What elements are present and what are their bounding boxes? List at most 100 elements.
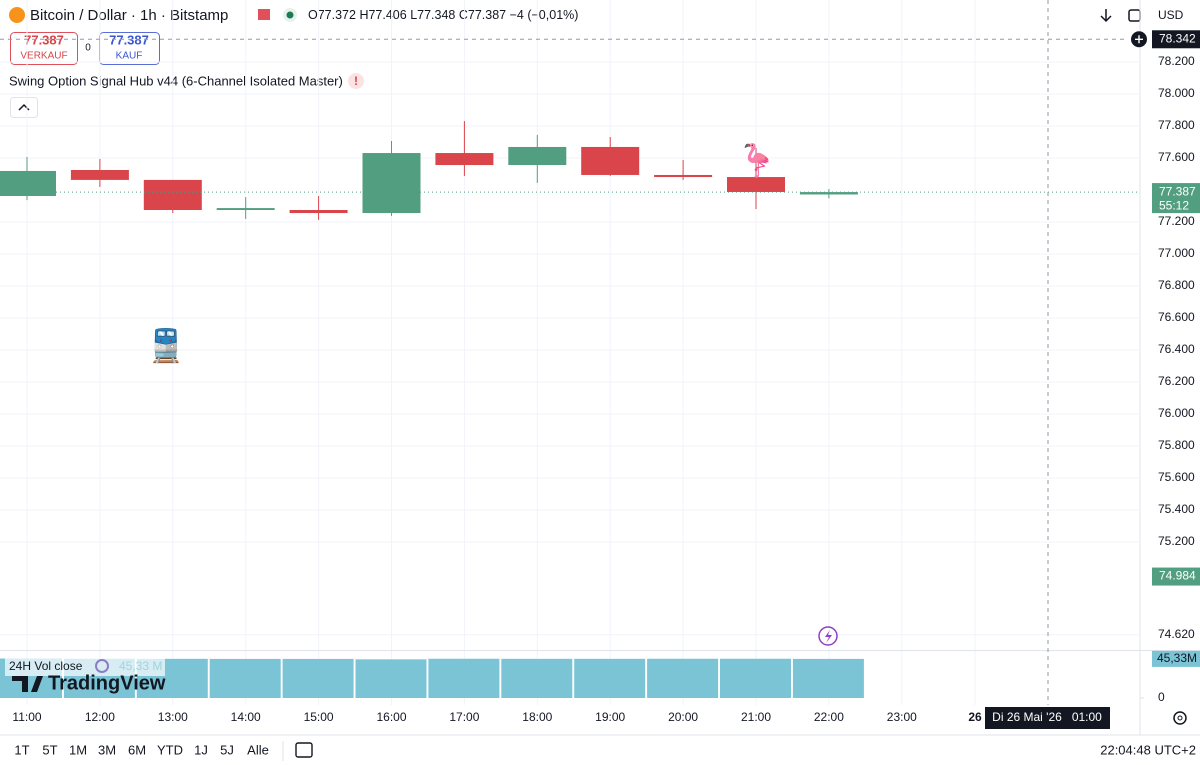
- ohlc-l: L77.348: [410, 8, 455, 22]
- vol-title: 24H Vol close: [9, 659, 83, 673]
- ohlc: O77.372 H77.406 L77.348 C77.387 −4 (−0,0…: [308, 8, 578, 22]
- symbol-title: Bitcoin / Dollar · 1h · Bitstamp: [30, 7, 228, 24]
- clock: 22:04:48 UTC+2: [1100, 742, 1196, 757]
- bolt: [825, 630, 832, 643]
- event-icon[interactable]: [818, 626, 838, 646]
- range-button[interactable]: Alle: [247, 742, 269, 757]
- calendar-icon[interactable]: [295, 742, 313, 758]
- price-marker-label: 74.984: [1159, 569, 1196, 583]
- vol-marker: [1152, 650, 1200, 667]
- candle-body: [799, 192, 858, 195]
- settings-core: [1177, 715, 1183, 721]
- x-tick-label: 11:00: [12, 710, 41, 724]
- y-tick-label: 77.000: [1158, 246, 1195, 260]
- volume-bar: [282, 658, 354, 698]
- plus: [1135, 35, 1143, 44]
- x-tick-label: 20:00: [668, 710, 698, 724]
- volume-bar: [574, 658, 646, 698]
- ohlc-change: −4 (−0,01%): [510, 8, 579, 22]
- candle-body: [143, 179, 202, 210]
- price-marker: [1152, 30, 1200, 49]
- ohlc-c: C77.387: [459, 8, 506, 22]
- annotation: 🚆: [146, 327, 186, 363]
- download-icon[interactable]: [1100, 9, 1112, 23]
- volume-bar: [501, 658, 573, 698]
- candle-body: [362, 153, 421, 214]
- x-tick-label: 12:00: [85, 710, 115, 724]
- ohlc-o: O77.372: [308, 8, 356, 22]
- range-button[interactable]: 5T: [42, 742, 57, 757]
- volume-bar: [428, 658, 500, 698]
- status-dot: [286, 11, 294, 19]
- y-tick-label: 75.800: [1158, 438, 1195, 452]
- volume-bar: [209, 658, 281, 698]
- range-button[interactable]: 1T: [14, 742, 29, 757]
- y-tick-label: 76.600: [1158, 310, 1195, 324]
- badge[interactable]: [348, 73, 364, 89]
- y-tick-label: 75.200: [1158, 534, 1195, 548]
- range-button[interactable]: 6M: [128, 742, 146, 757]
- range-button[interactable]: 5J: [220, 742, 234, 757]
- y-tick-label: 75.600: [1158, 470, 1195, 484]
- x-tick-label: 17:00: [449, 710, 479, 724]
- x-tick-label: 16:00: [376, 710, 406, 724]
- vol-legend-value: 45,33 M: [119, 659, 162, 673]
- currency[interactable]: USD: [1158, 8, 1184, 22]
- candle-body: [289, 210, 348, 214]
- ohlc-h: H77.406: [359, 8, 406, 22]
- sell-label: VERKAUF: [20, 51, 67, 62]
- price-marker-label: 77.387: [1159, 184, 1196, 198]
- range-button[interactable]: YTD: [157, 742, 183, 757]
- buy-label: KAUF: [116, 51, 143, 62]
- crosshair-x-bg: [985, 707, 1110, 729]
- range-button[interactable]: 1M: [69, 742, 87, 757]
- y-tick-label: 75.400: [1158, 502, 1195, 516]
- candle-body: [727, 177, 785, 192]
- volume-bar: [355, 659, 427, 698]
- badge-text: !: [354, 74, 358, 88]
- candle-body: [508, 146, 567, 166]
- sell-price: 77.387: [24, 32, 64, 47]
- y-tick-label: 74.620: [1158, 627, 1195, 641]
- candle-body: [581, 146, 640, 175]
- flag[interactable]: [258, 9, 270, 20]
- countdown: 55:12: [1159, 198, 1189, 212]
- y-tick-label: 76.000: [1158, 406, 1195, 420]
- x-tick-label: 13:00: [158, 710, 188, 724]
- y-tick-label: 76.400: [1158, 342, 1195, 356]
- vol-marker-label: 45,33M: [1157, 651, 1197, 665]
- settings-icon[interactable]: [1173, 711, 1187, 725]
- x-tick-label: 18:00: [522, 710, 552, 724]
- spread: 0: [85, 43, 91, 54]
- y-tick-label: 77.200: [1158, 214, 1195, 228]
- candle-body: [70, 170, 129, 180]
- volume-bar: [647, 658, 719, 698]
- x-tick-label: 23:00: [887, 710, 917, 724]
- crosshair-x-label: Di 26 Mai '26 01:00: [992, 710, 1102, 724]
- indicator-name: Swing Option Signal Hub v44 (6-Channel I…: [9, 73, 343, 88]
- price-marker: [1152, 567, 1200, 586]
- x-tick-label: 21:00: [741, 710, 771, 724]
- y-tick-label: 78.000: [1158, 86, 1195, 100]
- vol-tick-label: 0: [1158, 690, 1165, 704]
- collapse-button[interactable]: [10, 97, 38, 118]
- volume-bar: [792, 658, 864, 698]
- candle-body: [216, 208, 275, 210]
- x-tick-label: 14:00: [231, 710, 261, 724]
- tv-logo: [12, 676, 43, 692]
- candle-body: [435, 153, 494, 166]
- vol-legend-bg: [5, 658, 165, 676]
- refresh-icon[interactable]: [95, 659, 109, 673]
- range-button[interactable]: 3M: [98, 742, 116, 757]
- x-tick-label: 26: [968, 710, 982, 724]
- y-tick-label: 76.800: [1158, 278, 1195, 292]
- y-tick-label: 77.800: [1158, 118, 1195, 132]
- annotation: 🦩: [737, 142, 777, 179]
- x-tick-label: 19:00: [595, 710, 625, 724]
- price-marker: [1152, 183, 1200, 214]
- y-tick-label: 78.200: [1158, 54, 1195, 68]
- buy-price: 77.387: [109, 32, 149, 47]
- range-button[interactable]: 1J: [194, 742, 208, 757]
- btc-icon: [9, 7, 25, 23]
- x-tick-label: 15:00: [304, 710, 334, 724]
